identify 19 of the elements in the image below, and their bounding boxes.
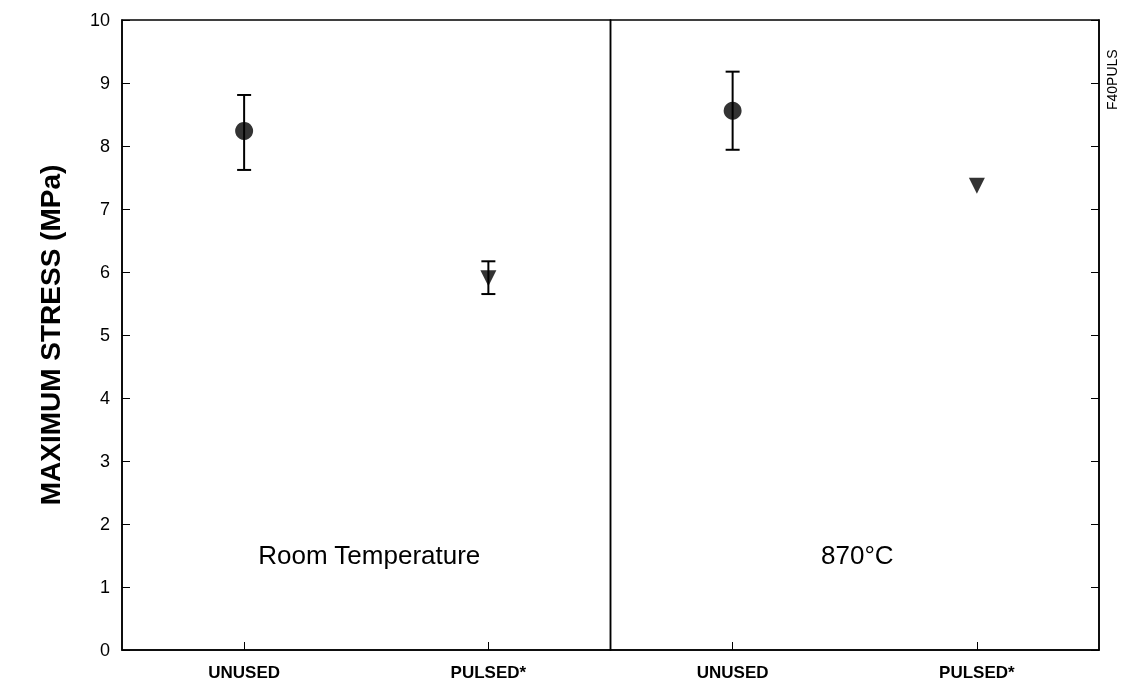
y-tick-label: 1: [99, 577, 110, 597]
y-tick-label: 2: [99, 514, 110, 534]
x-tick-label: PULSED*: [450, 663, 527, 682]
y-tick-label: 10: [89, 10, 110, 30]
y-tick-label: 4: [99, 388, 110, 408]
y-tick-label: 5: [99, 325, 110, 345]
y-tick-label: 0: [99, 640, 110, 660]
annotation: Room Temperature: [258, 540, 481, 570]
annotation: 870°C: [821, 540, 894, 570]
y-tick-label: 6: [99, 262, 110, 282]
x-tick-label: PULSED*: [939, 663, 1016, 682]
text: F40PULS: [1104, 49, 1120, 110]
x-tick-label: UNUSED: [208, 663, 281, 682]
y-axis-title: MAXIMUM STRESS (MPa): [34, 164, 66, 506]
y-tick-label: 9: [99, 73, 110, 93]
y-tick-label: 7: [99, 199, 110, 219]
x-tick-label: UNUSED: [696, 663, 769, 682]
y-tick-label: 8: [99, 136, 110, 156]
y-tick-label: 3: [99, 451, 110, 471]
